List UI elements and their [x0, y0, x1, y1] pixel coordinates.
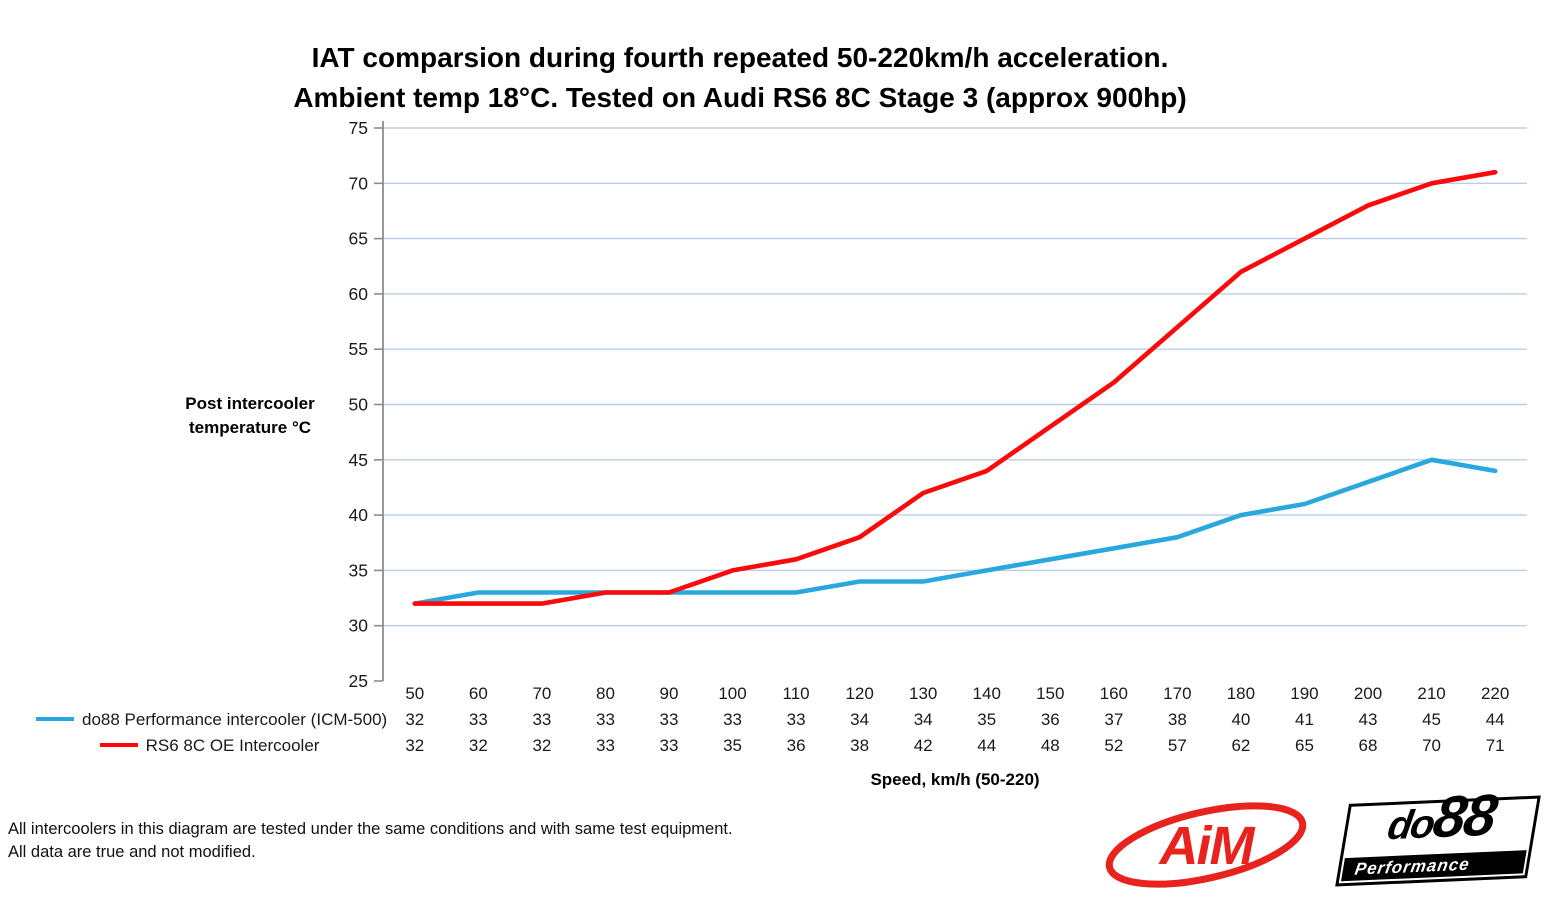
value-cell: 38: [1167, 710, 1187, 729]
value-cell: 33: [723, 710, 742, 729]
value-cell: 32: [405, 736, 425, 755]
speed-header-cell: 220: [1480, 684, 1510, 703]
aim-logo-ellipse: [1105, 802, 1307, 888]
value-cell: 36: [786, 736, 806, 755]
do88-logo-88: 88: [1428, 782, 1501, 851]
speed-header-cell: 160: [1099, 684, 1128, 703]
do88-logo: do88 Performance: [1335, 782, 1541, 887]
value-cell: 33: [532, 710, 552, 729]
speed-header-cell: 200: [1353, 684, 1383, 703]
speed-header-cell: 140: [972, 684, 1001, 703]
series-line-oe: [412, 169, 1498, 606]
speed-header-cell: 90: [659, 684, 679, 703]
speed-header-cell: 100: [718, 684, 747, 703]
speed-header-cell: 130: [908, 684, 938, 703]
aim-logo: AiM: [1105, 802, 1307, 888]
do88-logo-text: do88: [1344, 782, 1540, 852]
y-tick-label: 55: [349, 339, 368, 359]
y-tick-label: 75: [349, 118, 368, 138]
footer-line1: All intercoolers in this diagram are tes…: [8, 820, 733, 838]
footer-line2: All data are true and not modified.: [8, 843, 256, 861]
value-cell: 37: [1104, 710, 1124, 729]
legend-swatch: [36, 716, 74, 721]
value-cell: 32: [468, 736, 488, 755]
y-axis-title-line1: Post intercooler: [185, 394, 315, 413]
data-table: 50 60 70 80 90 100 110 120 130 140 150 160 170 180 190…: [35, 681, 1527, 759]
speed-header-cell: 150: [1036, 684, 1065, 703]
speed-header-cell: 50: [405, 684, 425, 703]
chart-title-line2: Ambient temp 18°C. Tested on Audi RS6 8C…: [293, 82, 1187, 113]
value-cell: 32: [405, 710, 425, 729]
value-cell: 70: [1422, 736, 1442, 755]
speed-header-cell: 80: [595, 684, 615, 703]
value-cell: 38: [850, 736, 870, 755]
value-cell: 57: [1167, 736, 1187, 755]
value-cell: 36: [1040, 710, 1060, 729]
legend-label: do88 Performance intercooler (ICM-500): [82, 710, 388, 729]
value-cell: 65: [1295, 736, 1314, 755]
x-axis-title: Speed, km/h (50-220): [870, 770, 1040, 789]
y-tick-label: 40: [349, 505, 369, 525]
speed-header-cell: 60: [468, 684, 488, 703]
value-cell: 35: [723, 736, 742, 755]
chart-title-line1: IAT comparsion during fourth repeated 50…: [311, 42, 1169, 73]
y-tick-label: 35: [349, 560, 368, 580]
value-cell: 71: [1485, 736, 1505, 755]
table-header-row: 50 60 70 80 90 100 110 120 130 140 150 160 170 180 190…: [35, 681, 1527, 707]
y-axis-title: Post intercooler temperature °C: [150, 392, 350, 440]
value-cell: 42: [913, 736, 933, 755]
aim-logo-text: AiM: [1158, 816, 1256, 876]
y-tick-label: 30: [349, 616, 369, 636]
value-cell: 34: [913, 710, 933, 729]
table-row: RS6 8C OE Intercooler 32 32 32 33 33 35 36 38 42 4…: [35, 733, 1527, 759]
speed-header-cell: 170: [1163, 684, 1192, 703]
table-header-spacer: [35, 681, 383, 707]
speed-header-cell: 110: [782, 684, 810, 703]
value-cell: 41: [1295, 710, 1314, 729]
y-tick-label: 60: [349, 284, 369, 304]
value-cell: 44: [977, 736, 997, 755]
speed-header-cell: 70: [532, 684, 552, 703]
value-cell: 43: [1358, 710, 1378, 729]
value-cell: 35: [977, 710, 997, 729]
value-cell: 33: [659, 736, 679, 755]
y-tick-label: 45: [349, 450, 368, 470]
value-cell: 34: [850, 710, 870, 729]
legend-swatch: [99, 742, 138, 747]
speed-header-cell: 210: [1417, 684, 1446, 703]
value-cell: 44: [1485, 710, 1505, 729]
value-cell: 48: [1040, 736, 1060, 755]
value-cell: 33: [468, 710, 488, 729]
value-cell: 68: [1358, 736, 1378, 755]
y-tick-label: 70: [349, 173, 369, 193]
y-axis-title-line2: temperature °C: [188, 418, 312, 437]
speed-header-cell: 190: [1290, 684, 1319, 703]
value-cell: 40: [1231, 710, 1251, 729]
y-tick-label: 25: [349, 671, 368, 691]
do88-logo-performance: Performance: [1341, 850, 1527, 882]
speed-header-cell: 180: [1226, 684, 1256, 703]
value-cell: 33: [595, 710, 615, 729]
value-cell: 32: [532, 736, 552, 755]
value-cell: 33: [786, 710, 806, 729]
legend-cell: RS6 8C OE Intercooler: [35, 733, 383, 759]
legend-cell: do88 Performance intercooler (ICM-500): [35, 707, 387, 733]
speed-header-cell: 120: [845, 684, 874, 703]
value-cell: 33: [595, 736, 615, 755]
legend-label: RS6 8C OE Intercooler: [145, 736, 320, 755]
footer-note: All intercoolers in this diagram are tes…: [8, 818, 733, 864]
y-tick-label: 65: [349, 229, 368, 249]
chart-title: IAT comparsion during fourth repeated 50…: [0, 38, 1480, 118]
value-cell: 33: [659, 710, 679, 729]
value-cell: 45: [1422, 710, 1442, 729]
value-cell: 62: [1231, 736, 1251, 755]
y-tick-label: 50: [349, 395, 369, 415]
table-row: do88 Performance intercooler (ICM-500) 32…: [35, 707, 1527, 733]
value-cell: 52: [1104, 736, 1124, 755]
